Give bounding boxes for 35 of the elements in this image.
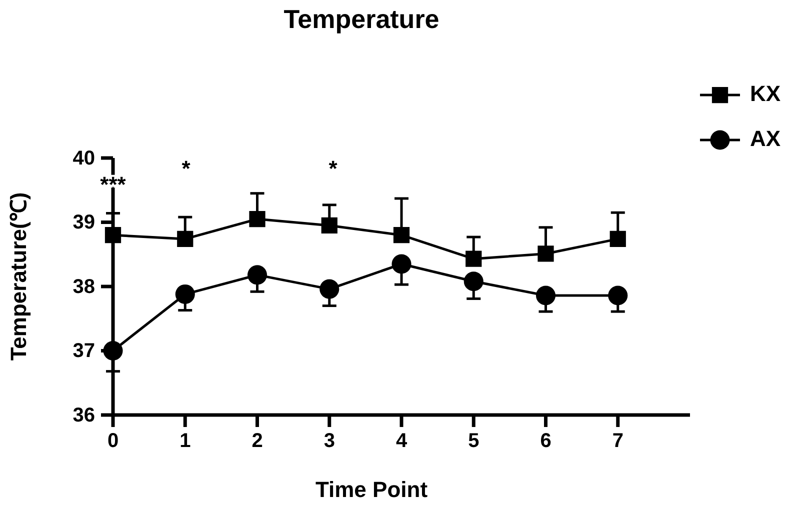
- y-tick-label: 38: [72, 276, 95, 298]
- x-tick-label: 4: [396, 430, 408, 452]
- annotation: *: [182, 156, 191, 181]
- point: [466, 250, 482, 267]
- point: [247, 265, 268, 285]
- point: [393, 227, 410, 244]
- y-tick-label: 40: [72, 147, 95, 170]
- point: [610, 230, 626, 248]
- y-tick-label: 37: [72, 340, 95, 362]
- point: [320, 279, 340, 299]
- y-tick-label: 39: [72, 212, 95, 234]
- x-axis-title: Time Point: [315, 477, 428, 502]
- x-tick-label: 2: [252, 430, 263, 452]
- point: [538, 246, 554, 262]
- point: [175, 284, 195, 304]
- point: [464, 272, 484, 292]
- point: [392, 254, 412, 274]
- y-tick-label: 36: [72, 404, 95, 426]
- point: [249, 210, 266, 228]
- x-tick-label: 5: [468, 430, 480, 452]
- x-tick-label: 0: [107, 430, 119, 452]
- point: [321, 217, 338, 234]
- point: [608, 286, 628, 306]
- x-tick-label: 1: [180, 430, 191, 452]
- point: [536, 286, 556, 306]
- annotation: *: [328, 156, 338, 181]
- chart-title: Temperature: [284, 4, 440, 34]
- x-tick-label: 6: [540, 430, 552, 452]
- legend-label: AX: [750, 126, 781, 151]
- point: [177, 230, 194, 248]
- legend-label: KX: [750, 80, 781, 106]
- y-axis-title: Temperature(℃): [6, 192, 31, 361]
- x-tick-label: 7: [612, 430, 624, 452]
- x-tick-label: 3: [324, 430, 335, 452]
- point: [104, 227, 122, 244]
